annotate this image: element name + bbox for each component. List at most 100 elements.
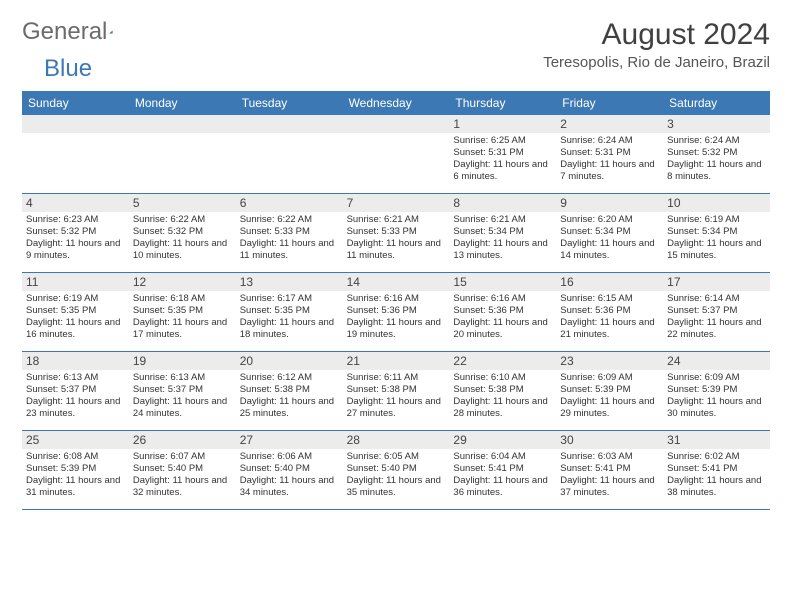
dow-friday: Friday [556,91,663,115]
location: Teresopolis, Rio de Janeiro, Brazil [543,54,770,71]
calendar-week: 1 Sunrise: 6:25 AMSunset: 5:31 PMDaylight… [22,115,770,194]
day-number: 21 [343,352,450,370]
day-info: Sunrise: 6:21 AMSunset: 5:33 PMDaylight:… [347,214,446,262]
day-info: Sunrise: 6:16 AMSunset: 5:36 PMDaylight:… [347,293,446,341]
day-number: 18 [22,352,129,370]
logo-triangle-icon [109,23,113,41]
day-info: Sunrise: 6:20 AMSunset: 5:34 PMDaylight:… [560,214,659,262]
day-number: 20 [236,352,343,370]
calendar-day: 29Sunrise: 6:04 AMSunset: 5:41 PMDayligh… [449,431,556,509]
day-number: 15 [449,273,556,291]
day-info: Sunrise: 6:19 AMSunset: 5:34 PMDaylight:… [667,214,766,262]
calendar-day: 8 Sunrise: 6:21 AMSunset: 5:34 PMDaylight… [449,194,556,272]
day-info: Sunrise: 6:17 AMSunset: 5:35 PMDaylight:… [240,293,339,341]
dow-thursday: Thursday [449,91,556,115]
day-number: 12 [129,273,236,291]
day-info: Sunrise: 6:02 AMSunset: 5:41 PMDaylight:… [667,451,766,499]
calendar-day: 31 Sunrise: 6:02 AMSunset: 5:41 PMDayligh… [663,431,770,509]
day-info: Sunrise: 6:03 AMSunset: 5:41 PMDaylight:… [560,451,659,499]
calendar-day: 5 Sunrise: 6:22 AMSunset: 5:32 PMDaylight… [129,194,236,272]
day-number: 10 [663,194,770,212]
day-info: Sunrise: 6:05 AMSunset: 5:40 PMDaylight:… [347,451,446,499]
day-number: 19 [129,352,236,370]
calendar-day: 25Sunrise: 6:08 AMSunset: 5:39 PMDayligh… [22,431,129,509]
calendar-day: 1 Sunrise: 6:25 AMSunset: 5:31 PMDaylight… [449,115,556,193]
calendar-day: 15Sunrise: 6:16 AMSunset: 5:36 PMDayligh… [449,273,556,351]
day-info: Sunrise: 6:13 AMSunset: 5:37 PMDaylight:… [26,372,125,420]
day-number: 24 [663,352,770,370]
day-info: Sunrise: 6:11 AMSunset: 5:38 PMDaylight:… [347,372,446,420]
calendar-day: 13 Sunrise: 6:17 AMSunset: 5:35 PMDayligh… [236,273,343,351]
logo-text-2: Blue [44,55,92,83]
calendar-body: 1 Sunrise: 6:25 AMSunset: 5:31 PMDaylight… [22,115,770,510]
day-info: Sunrise: 6:24 AMSunset: 5:32 PMDaylight:… [667,135,766,183]
dow-tuesday: Tuesday [236,91,343,115]
calendar-day: 17 Sunrise: 6:14 AMSunset: 5:37 PMDayligh… [663,273,770,351]
calendar-day: 24 Sunrise: 6:09 AMSunset: 5:39 PMDayligh… [663,352,770,430]
calendar-day [129,115,236,193]
calendar-day [343,115,450,193]
day-number: 17 [663,273,770,291]
calendar-day: 21 Sunrise: 6:11 AMSunset: 5:38 PMDayligh… [343,352,450,430]
calendar-day: 26 Sunrise: 6:07 AMSunset: 5:40 PMDayligh… [129,431,236,509]
day-number: 29 [449,431,556,449]
logo-text-1: General [22,18,107,46]
calendar-day: 23 Sunrise: 6:09 AMSunset: 5:39 PMDayligh… [556,352,663,430]
calendar-day: 12 Sunrise: 6:18 AMSunset: 5:35 PMDayligh… [129,273,236,351]
day-number: 13 [236,273,343,291]
calendar-day: 3 Sunrise: 6:24 AMSunset: 5:32 PMDaylight… [663,115,770,193]
dow-sunday: Sunday [22,91,129,115]
day-info: Sunrise: 6:19 AMSunset: 5:35 PMDaylight:… [26,293,125,341]
month-title: August 2024 [543,18,770,52]
logo: General [22,18,133,46]
day-number: 5 [129,194,236,212]
calendar-day: 14 Sunrise: 6:16 AMSunset: 5:36 PMDayligh… [343,273,450,351]
day-number: 3 [663,115,770,133]
calendar-day: 19 Sunrise: 6:13 AMSunset: 5:37 PMDayligh… [129,352,236,430]
day-number: 28 [343,431,450,449]
day-info: Sunrise: 6:13 AMSunset: 5:37 PMDaylight:… [133,372,232,420]
day-number: 27 [236,431,343,449]
calendar-day: 27Sunrise: 6:06 AMSunset: 5:40 PMDayligh… [236,431,343,509]
day-info: Sunrise: 6:23 AMSunset: 5:32 PMDaylight:… [26,214,125,262]
calendar-day: 2Sunrise: 6:24 AMSunset: 5:31 PMDaylight… [556,115,663,193]
calendar-day: 4 Sunrise: 6:23 AMSunset: 5:32 PMDaylight… [22,194,129,272]
calendar-day: 11 Sunrise: 6:19 AMSunset: 5:35 PMDayligh… [22,273,129,351]
calendar-day: 9 Sunrise: 6:20 AMSunset: 5:34 PMDaylight… [556,194,663,272]
day-number: 4 [22,194,129,212]
calendar-day: 6Sunrise: 6:22 AMSunset: 5:33 PMDaylight… [236,194,343,272]
dow-wednesday: Wednesday [343,91,450,115]
day-number: 9 [556,194,663,212]
day-number: 1 [449,115,556,133]
day-number: 25 [22,431,129,449]
day-number: 26 [129,431,236,449]
day-info: Sunrise: 6:25 AMSunset: 5:31 PMDaylight:… [453,135,552,183]
calendar-day: 7 Sunrise: 6:21 AMSunset: 5:33 PMDaylight… [343,194,450,272]
day-info: Sunrise: 6:22 AMSunset: 5:32 PMDaylight:… [133,214,232,262]
day-info: Sunrise: 6:15 AMSunset: 5:36 PMDaylight:… [560,293,659,341]
day-info: Sunrise: 6:07 AMSunset: 5:40 PMDaylight:… [133,451,232,499]
day-number: 7 [343,194,450,212]
calendar-week: 18Sunrise: 6:13 AMSunset: 5:37 PMDayligh… [22,352,770,431]
day-info: Sunrise: 6:18 AMSunset: 5:35 PMDaylight:… [133,293,232,341]
day-number: 30 [556,431,663,449]
day-info: Sunrise: 6:24 AMSunset: 5:31 PMDaylight:… [560,135,659,183]
day-info: Sunrise: 6:09 AMSunset: 5:39 PMDaylight:… [667,372,766,420]
day-number: 31 [663,431,770,449]
calendar-day: 10 Sunrise: 6:19 AMSunset: 5:34 PMDayligh… [663,194,770,272]
calendar-day: 22Sunrise: 6:10 AMSunset: 5:38 PMDayligh… [449,352,556,430]
day-info: Sunrise: 6:14 AMSunset: 5:37 PMDaylight:… [667,293,766,341]
day-number: 23 [556,352,663,370]
day-info: Sunrise: 6:21 AMSunset: 5:34 PMDaylight:… [453,214,552,262]
calendar-day [22,115,129,193]
day-info: Sunrise: 6:22 AMSunset: 5:33 PMDaylight:… [240,214,339,262]
day-info: Sunrise: 6:09 AMSunset: 5:39 PMDaylight:… [560,372,659,420]
calendar-day: 28 Sunrise: 6:05 AMSunset: 5:40 PMDayligh… [343,431,450,509]
calendar-week: 4 Sunrise: 6:23 AMSunset: 5:32 PMDaylight… [22,194,770,273]
calendar-week: 25Sunrise: 6:08 AMSunset: 5:39 PMDayligh… [22,431,770,510]
day-number: 14 [343,273,450,291]
day-info: Sunrise: 6:12 AMSunset: 5:38 PMDaylight:… [240,372,339,420]
day-number: 11 [22,273,129,291]
calendar-day: 16Sunrise: 6:15 AMSunset: 5:36 PMDayligh… [556,273,663,351]
day-number: 8 [449,194,556,212]
